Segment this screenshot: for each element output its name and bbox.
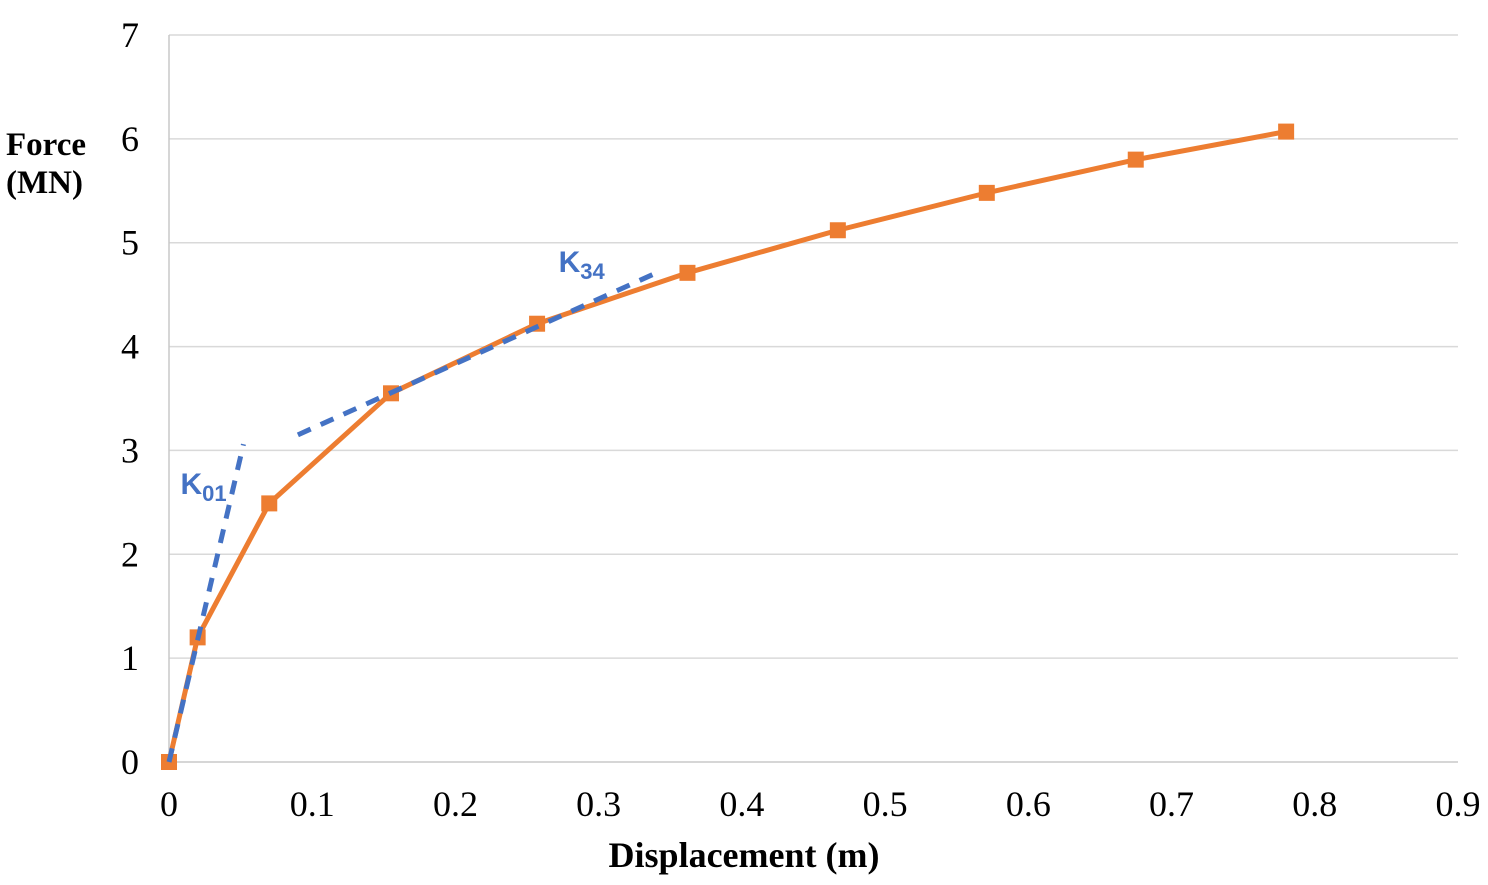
data-point-marker: [829, 222, 846, 239]
x-tick-label: 0.6: [1006, 784, 1051, 824]
x-tick-label: 0.7: [1149, 784, 1194, 824]
data-point-marker: [978, 184, 995, 201]
x-tick-label: 0.3: [576, 784, 621, 824]
x-tick-label: 0.9: [1436, 784, 1481, 824]
y-tick-label: 0: [121, 742, 139, 782]
y-tick-label: 3: [121, 430, 139, 470]
data-point-marker: [1278, 123, 1295, 140]
y-tick-label: 1: [121, 638, 139, 678]
x-tick-label: 0.8: [1292, 784, 1337, 824]
y-tick-label: 6: [121, 119, 139, 159]
x-tick-label: 0.5: [863, 784, 908, 824]
data-point-marker: [1127, 151, 1144, 168]
y-tick-label: 4: [121, 327, 139, 367]
x-axis-title: Displacement (m): [608, 835, 880, 875]
x-tick-label: 0.2: [433, 784, 478, 824]
data-point-marker: [679, 264, 696, 281]
x-tick-label: 0.4: [719, 784, 764, 824]
stiffness-label-K34: K34: [559, 246, 606, 284]
y-tick-label: 2: [121, 534, 139, 574]
x-tick-label: 0: [160, 784, 178, 824]
data-point-marker: [261, 495, 278, 512]
series-line: [166, 129, 1287, 763]
y-tick-label: 7: [121, 15, 139, 55]
x-tick-label: 0.1: [290, 784, 335, 824]
y-axis-title-line2: (MN): [6, 165, 83, 201]
stiffness-label-K01: K01: [180, 468, 226, 506]
stiffness-line-K34: [296, 269, 660, 438]
y-axis-title: Force (MN): [6, 126, 86, 202]
stiffness-line-K01: [166, 443, 246, 763]
y-axis-title-line1: Force: [6, 127, 87, 163]
y-tick-label: 5: [121, 223, 139, 263]
